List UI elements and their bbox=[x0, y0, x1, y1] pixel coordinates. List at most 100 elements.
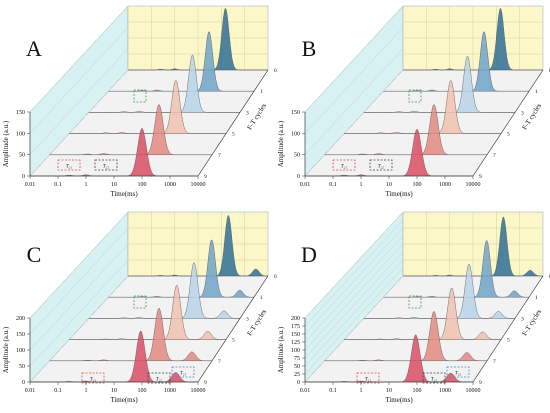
series-ridge-7 bbox=[49, 307, 212, 362]
series-ridge-3 bbox=[88, 262, 240, 319]
panel-label: C bbox=[27, 242, 42, 267]
y-axis-label: Amplitude (a.u.) bbox=[277, 326, 285, 373]
z-axis bbox=[472, 275, 544, 383]
series-ridge-7 bbox=[49, 104, 212, 156]
left-grid-line bbox=[304, 5, 404, 113]
y-axis-label: Amplitude (a.u.) bbox=[2, 120, 10, 167]
annotation-label: T₂₃ bbox=[180, 372, 187, 377]
left-grid-line bbox=[304, 27, 404, 134]
x-tick-label: 0.1 bbox=[329, 388, 337, 394]
annotation-label: T₂₁ bbox=[365, 378, 372, 383]
x-axis-label: Time(ms) bbox=[110, 190, 138, 198]
x-tick-label: 0.01 bbox=[25, 388, 36, 394]
series-ridge-5 bbox=[69, 79, 226, 134]
x-tick-label: 1000 bbox=[164, 388, 176, 394]
z-tick-label: 7 bbox=[218, 359, 221, 365]
x-tick-label: 10 bbox=[111, 388, 117, 394]
y-tick-label: 50 bbox=[294, 153, 300, 159]
x-tick-label: 10000 bbox=[191, 388, 206, 394]
annotation-box bbox=[356, 372, 380, 384]
annotation-box bbox=[422, 372, 446, 384]
y-tick-label: 50 bbox=[294, 364, 300, 370]
y-tick-label: 100 bbox=[291, 348, 300, 354]
z-tick-label: 5 bbox=[507, 132, 510, 138]
z-tick-label: 3 bbox=[521, 110, 524, 116]
z-tick-label: 9 bbox=[204, 174, 207, 180]
y-tick-label: 150 bbox=[16, 332, 25, 338]
annotation-label: T₂₂ bbox=[156, 378, 163, 383]
x-tick-label: 0.01 bbox=[300, 388, 311, 394]
x-tick-label: 10 bbox=[111, 182, 117, 188]
z-axis bbox=[197, 275, 269, 383]
left-grid-line bbox=[304, 275, 404, 383]
annotation-label: T₂₃ bbox=[455, 372, 462, 377]
x-tick-label: 10000 bbox=[466, 182, 481, 188]
y-tick-label: 100 bbox=[291, 131, 300, 137]
annotation-box bbox=[57, 159, 81, 171]
series-ridge-0 bbox=[128, 8, 268, 71]
z-tick-label: 0 bbox=[274, 68, 277, 74]
series-ridge-7 bbox=[324, 311, 487, 362]
z-axis-label: F-T cycles bbox=[246, 308, 269, 338]
x-tick-label: 1 bbox=[85, 182, 88, 188]
annotation-box bbox=[332, 159, 356, 171]
y-tick-label: 175 bbox=[291, 324, 300, 330]
x-tick-label: 1000 bbox=[439, 388, 451, 394]
z-tick-label: 7 bbox=[218, 153, 221, 159]
z-tick-label: 1 bbox=[535, 89, 538, 95]
annotation-label: T₂₂ bbox=[103, 165, 110, 170]
series-ridge-5 bbox=[344, 287, 501, 340]
x-tick-label: 1000 bbox=[439, 182, 451, 188]
x-tick-label: 0.01 bbox=[300, 182, 311, 188]
x-tick-label: 0.01 bbox=[25, 182, 36, 188]
y-tick-label: 150 bbox=[291, 332, 300, 338]
series-ridge-1 bbox=[383, 31, 529, 92]
highlight-box bbox=[408, 89, 422, 103]
z-axis-label: F-T cycles bbox=[521, 102, 544, 132]
annotation-box bbox=[446, 366, 470, 378]
x-tick-label: 10 bbox=[386, 182, 392, 188]
left-grid-line bbox=[29, 259, 129, 367]
x-axis-label: Time(ms) bbox=[385, 190, 413, 198]
x-tick-label: 100 bbox=[413, 388, 422, 394]
y-tick-label: 200 bbox=[291, 316, 300, 322]
left-grid-line bbox=[304, 227, 404, 335]
y-tick-label: 150 bbox=[16, 110, 25, 116]
y-tick-label: 0 bbox=[297, 174, 300, 180]
series-ridge-0 bbox=[403, 216, 543, 277]
y-tick-label: 50 bbox=[19, 364, 25, 370]
z-tick-label: 1 bbox=[260, 295, 263, 301]
z-axis-label: F-T cycles bbox=[246, 102, 269, 132]
series-ridge-1 bbox=[108, 239, 254, 298]
y-axis-label: Amplitude (a.u.) bbox=[277, 120, 285, 167]
series-ridge-5 bbox=[69, 284, 226, 340]
x-tick-label: 100 bbox=[138, 388, 147, 394]
z-axis bbox=[472, 69, 544, 177]
left-grid-line bbox=[304, 211, 404, 319]
z-tick-label: 3 bbox=[246, 110, 249, 116]
series-ridge-3 bbox=[363, 55, 515, 113]
annotation-box bbox=[171, 366, 195, 378]
x-tick-label: 1 bbox=[360, 182, 363, 188]
left-grid-line bbox=[29, 211, 129, 319]
z-tick-label: 3 bbox=[246, 316, 249, 322]
annotation-box bbox=[369, 159, 393, 171]
x-tick-label: 0.1 bbox=[329, 182, 337, 188]
x-tick-label: 0.1 bbox=[54, 388, 62, 394]
left-grid-line bbox=[304, 267, 404, 375]
x-tick-label: 1 bbox=[85, 388, 88, 394]
z-tick-label: 7 bbox=[493, 359, 496, 365]
x-axis-label: Time(ms) bbox=[385, 396, 413, 404]
series-ridge-3 bbox=[88, 54, 240, 113]
x-tick-label: 10000 bbox=[191, 182, 206, 188]
annotation-label: T₂₁ bbox=[66, 165, 73, 170]
series-ridge-5 bbox=[344, 79, 501, 134]
z-axis bbox=[197, 69, 269, 177]
series-ridge-7 bbox=[324, 104, 487, 156]
y-tick-label: 25 bbox=[294, 372, 300, 378]
series-ridge-1 bbox=[108, 31, 254, 92]
